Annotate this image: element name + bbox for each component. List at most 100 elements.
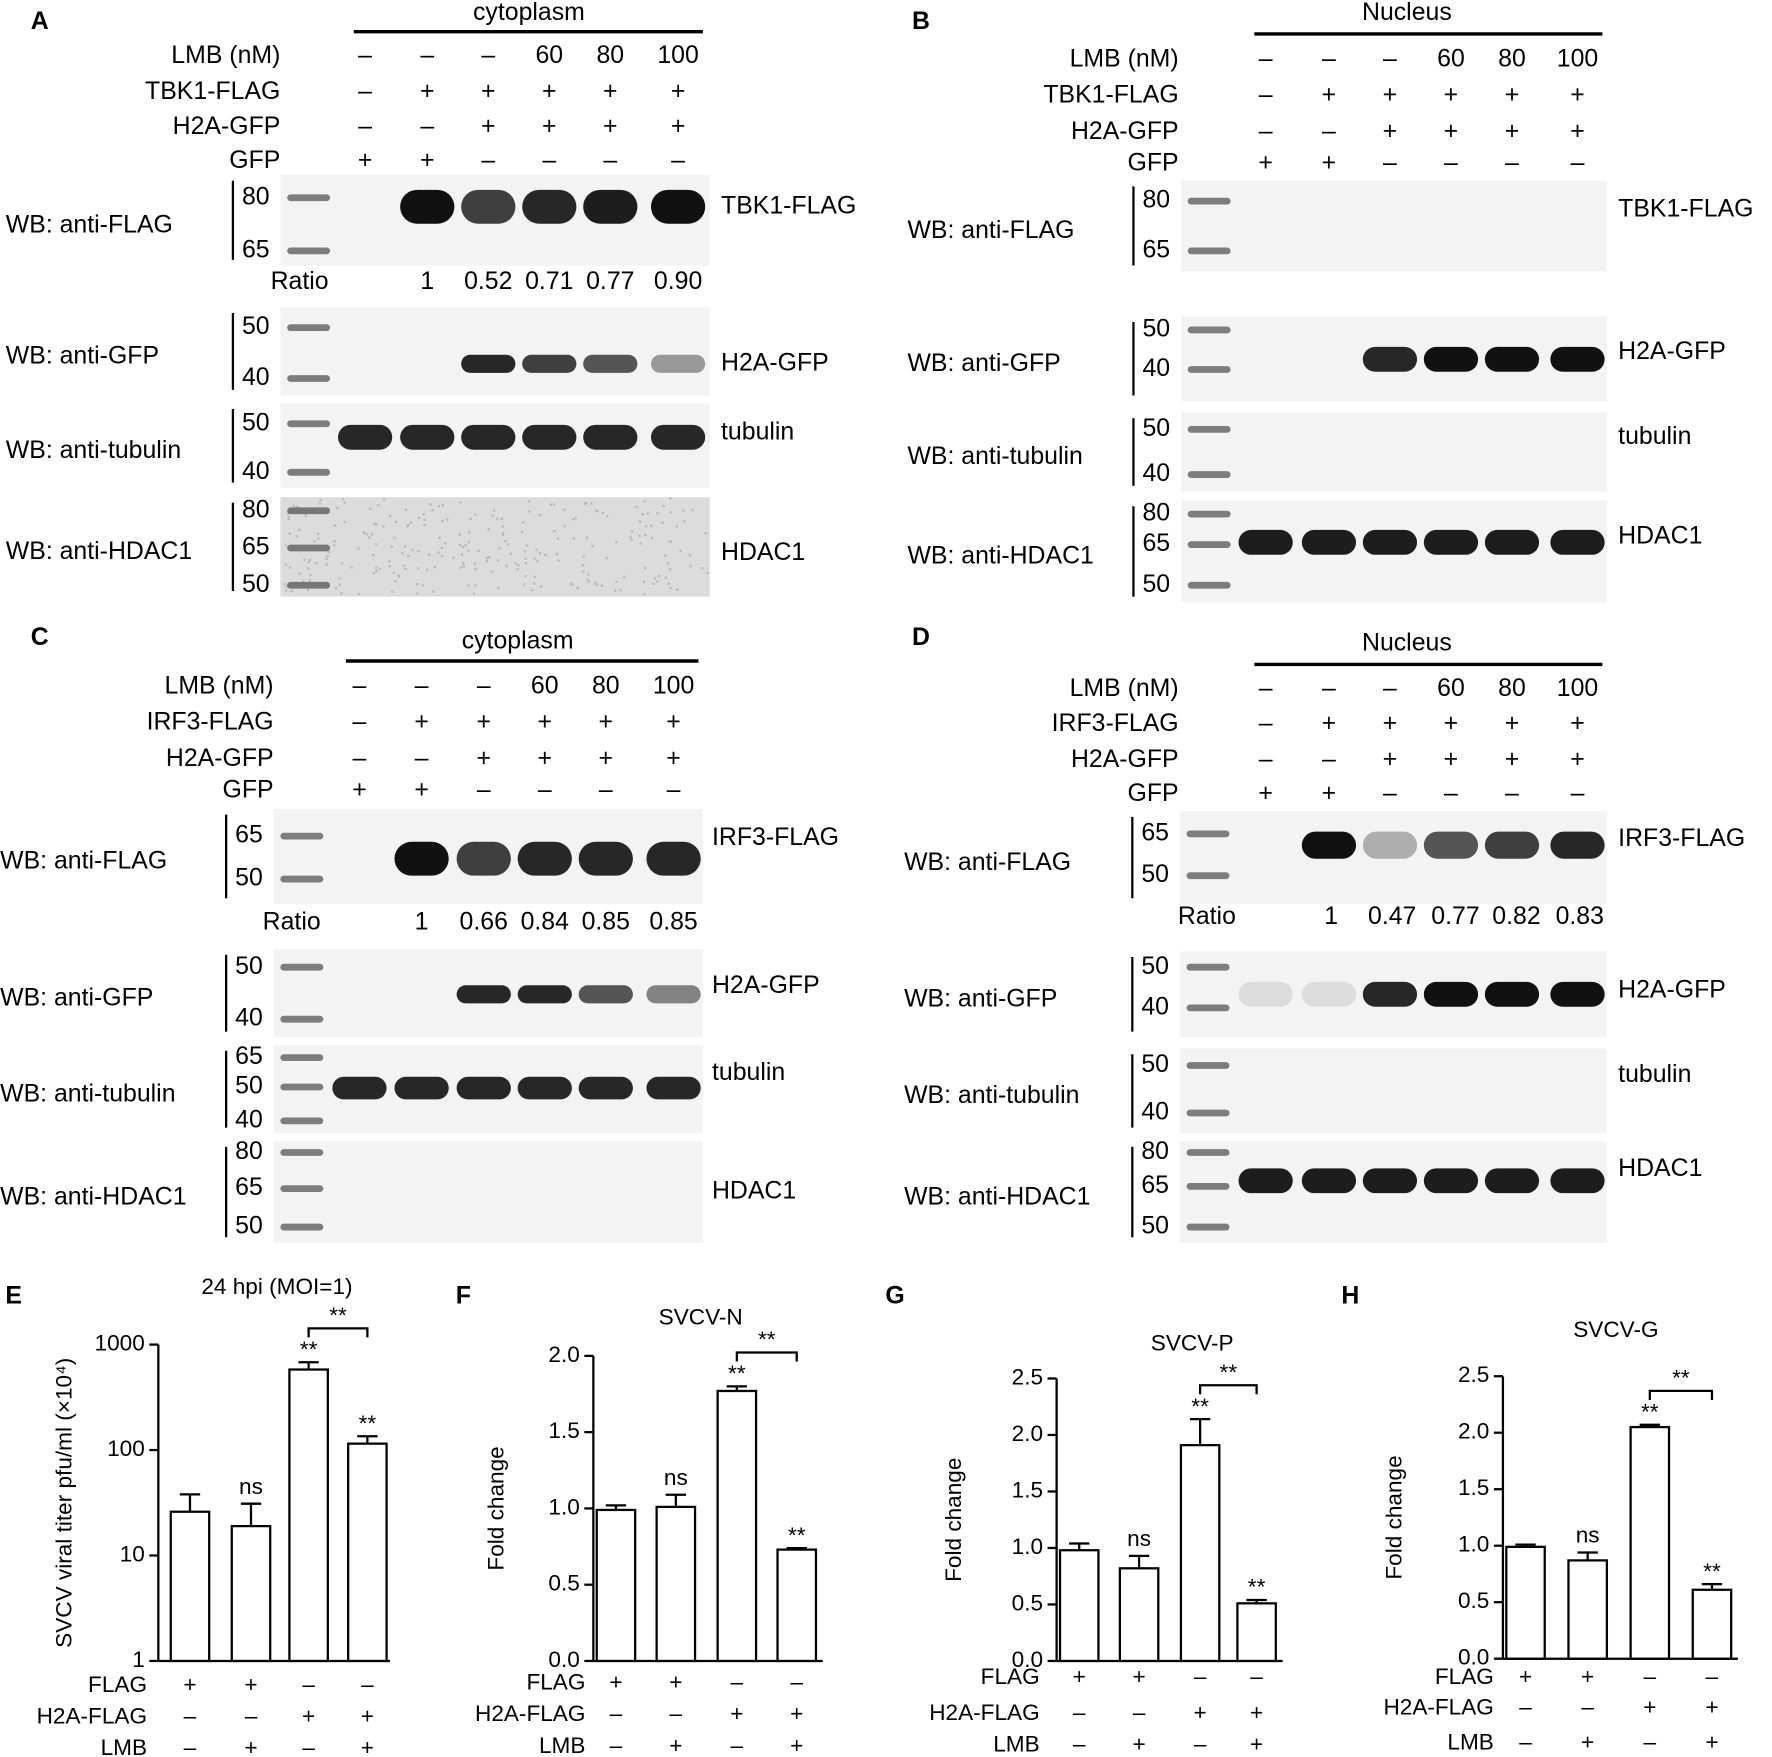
condition-label: GFP — [229, 147, 280, 174]
ladder-band — [287, 247, 330, 254]
protein-label: H2A-GFP — [721, 349, 829, 376]
condition-value: + — [671, 78, 686, 105]
fraction-label: Nucleus — [1362, 0, 1452, 26]
noise — [313, 540, 315, 542]
noise — [582, 570, 584, 572]
ladder-band — [1187, 1183, 1230, 1190]
noise — [393, 537, 395, 539]
condition-value: 60 — [1437, 675, 1465, 702]
ratio-label: Ratio — [1178, 903, 1236, 930]
antibody-label: WB: anti-tubulin — [904, 1082, 1079, 1109]
bar — [1181, 1445, 1219, 1661]
marker-label: 65 — [1142, 236, 1170, 263]
marker-label: 50 — [1141, 1051, 1169, 1078]
noise — [692, 509, 694, 511]
condition-value: – — [1073, 1700, 1086, 1725]
condition-value: + — [1322, 710, 1337, 737]
band — [518, 842, 572, 876]
antibody-label: WB: anti-FLAG — [904, 849, 1071, 876]
condition-value: – — [1644, 1729, 1657, 1754]
noise — [615, 581, 617, 583]
ladder-band — [287, 194, 330, 201]
marker-label: 80 — [1141, 1138, 1169, 1165]
noise — [334, 524, 336, 526]
condition-value: – — [415, 673, 429, 700]
condition-label: IRF3-FLAG — [147, 709, 274, 736]
condition-value: 100 — [1557, 675, 1598, 702]
noise — [460, 567, 462, 569]
condition-value: – — [1259, 118, 1273, 145]
band — [1485, 530, 1539, 555]
noise — [284, 583, 286, 585]
condition-value: + — [1581, 1729, 1594, 1754]
antibody-label: WB: anti-FLAG — [6, 212, 173, 239]
condition-value: 60 — [531, 673, 559, 700]
condition-value: – — [1505, 780, 1519, 807]
condition-value: – — [353, 673, 367, 700]
antibody-label: WB: anti-GFP — [6, 343, 159, 370]
noise — [586, 537, 588, 539]
y-tick-label: 10 — [120, 1541, 145, 1566]
band — [457, 985, 511, 1003]
noise — [410, 521, 412, 523]
noise — [388, 560, 390, 562]
noise — [343, 521, 345, 523]
condition-label: FLAG — [1435, 1664, 1494, 1689]
condition-value: + — [542, 113, 557, 140]
condition-value: + — [420, 147, 435, 174]
condition-value: + — [603, 113, 618, 140]
band — [579, 842, 633, 876]
condition-label: H2A-FLAG — [929, 1700, 1039, 1725]
noise — [642, 513, 644, 515]
marker-label: 80 — [242, 183, 270, 210]
noise — [496, 517, 498, 519]
ratio-value: 0.77 — [586, 268, 634, 295]
noise — [426, 569, 428, 571]
ladder-band — [1188, 327, 1231, 334]
protein-label: HDAC1 — [1618, 522, 1702, 549]
noise — [333, 540, 335, 542]
noise — [428, 554, 430, 556]
condition-label: GFP — [1128, 780, 1179, 807]
condition-value: + — [599, 745, 614, 772]
panel-letter: H — [1341, 1283, 1359, 1310]
condition-value: – — [603, 147, 617, 174]
condition-value: – — [1706, 1664, 1719, 1689]
ladder-band — [287, 507, 330, 514]
condition-label: H2A-GFP — [1071, 746, 1179, 773]
condition-label: LMB (nM) — [1070, 675, 1179, 702]
marker-label: 50 — [1141, 953, 1169, 980]
condition-value: + — [1322, 82, 1337, 109]
condition-value: + — [1383, 710, 1398, 737]
significance: ** — [1191, 1394, 1209, 1419]
panel-letter: C — [31, 624, 49, 651]
ladder-band — [1187, 1224, 1230, 1231]
noise — [333, 544, 335, 546]
y-tick-label: 0.5 — [1012, 1590, 1043, 1615]
condition-value: + — [538, 709, 553, 736]
condition-value: + — [542, 78, 557, 105]
noise — [647, 512, 649, 514]
noise — [582, 555, 584, 557]
noise — [661, 522, 663, 524]
noise — [317, 537, 319, 539]
condition-value: + — [1570, 710, 1585, 737]
bracket-label: ** — [329, 1303, 347, 1328]
noise — [422, 584, 424, 586]
condition-value: + — [1705, 1729, 1718, 1754]
noise — [434, 566, 436, 568]
noise — [423, 524, 425, 526]
condition-label: H2A-FLAG — [1383, 1694, 1493, 1719]
protein-label: HDAC1 — [712, 1178, 796, 1205]
noise — [586, 578, 588, 580]
noise — [640, 542, 642, 544]
protein-label: H2A-GFP — [1618, 976, 1726, 1003]
panel-letter: F — [456, 1283, 471, 1310]
condition-value: + — [790, 1733, 803, 1757]
condition-value: – — [420, 42, 434, 69]
marker-label: 50 — [235, 953, 263, 980]
noise — [289, 533, 291, 535]
noise — [497, 587, 499, 589]
noise — [438, 537, 440, 539]
noise — [587, 573, 589, 575]
